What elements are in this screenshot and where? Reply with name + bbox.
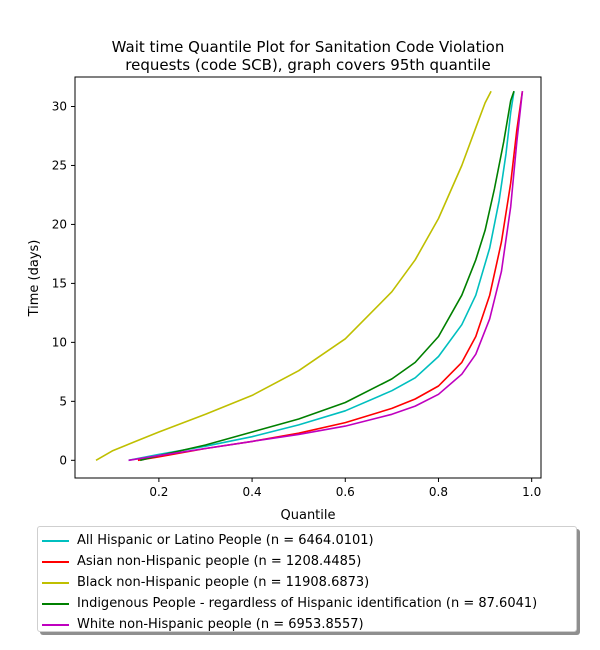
series-line-1: [128, 91, 515, 462]
legend-label: Asian non-Hispanic people (n = 1208.4485…: [77, 554, 362, 569]
legend-item: Asian non-Hispanic people (n = 1208.4485…: [42, 551, 576, 572]
legend-item: White non-Hispanic people (n = 6953.8557…: [42, 614, 576, 635]
series-layer: [95, 90, 524, 462]
x-tick-label: 0.8: [429, 485, 448, 499]
x-tick-label: 0.4: [243, 485, 262, 499]
y-tick-label: 0: [59, 453, 67, 467]
plot-area-frame: [74, 76, 542, 479]
y-tick-label: 10: [52, 335, 67, 349]
x-axis-label: Quantile: [281, 508, 336, 520]
chart-title-line-2: requests (code SCB), graph covers 95th q…: [125, 56, 490, 74]
y-axis-label: Time (days): [27, 240, 42, 318]
y-axis-ticks: 0 5 10 15 20 25 30: [52, 99, 75, 467]
series-line-3: [95, 90, 492, 461]
x-tick-label: 0.6: [336, 485, 355, 499]
y-tick-label: 5: [59, 394, 67, 408]
x-tick-label: 0.2: [149, 485, 168, 499]
legend-swatch: [42, 539, 69, 542]
legend-swatch: [42, 602, 69, 605]
x-tick-label: 1.0: [522, 485, 541, 499]
legend-swatch: [42, 623, 69, 626]
series-line-5: [128, 91, 524, 462]
chart-title-line-1: Wait time Quantile Plot for Sanitation C…: [112, 38, 505, 56]
y-tick-label: 15: [52, 276, 67, 290]
y-tick-label: 30: [52, 99, 67, 113]
legend-item: Indigenous People - regardless of Hispan…: [42, 593, 576, 614]
y-tick-label: 20: [52, 217, 67, 231]
x-axis-ticks: 0.2 0.4 0.6 0.8 1.0: [149, 478, 541, 499]
chart-canvas: Wait time Quantile Plot for Sanitation C…: [27, 38, 542, 520]
y-tick-label: 25: [52, 158, 67, 172]
chart-legend: All Hispanic or Latino People (n = 6464.…: [37, 526, 577, 632]
series-line-2: [137, 91, 524, 462]
legend-swatch: [42, 560, 69, 563]
legend-swatch: [42, 581, 69, 584]
legend-label: Indigenous People - regardless of Hispan…: [77, 596, 538, 611]
legend-label: All Hispanic or Latino People (n = 6464.…: [77, 533, 374, 548]
legend-label: Black non-Hispanic people (n = 11908.687…: [77, 575, 370, 590]
series-line-4: [140, 90, 515, 462]
legend-label: White non-Hispanic people (n = 6953.8557…: [77, 617, 364, 632]
legend-item: All Hispanic or Latino People (n = 6464.…: [42, 530, 576, 551]
legend-item: Black non-Hispanic people (n = 11908.687…: [42, 572, 576, 593]
